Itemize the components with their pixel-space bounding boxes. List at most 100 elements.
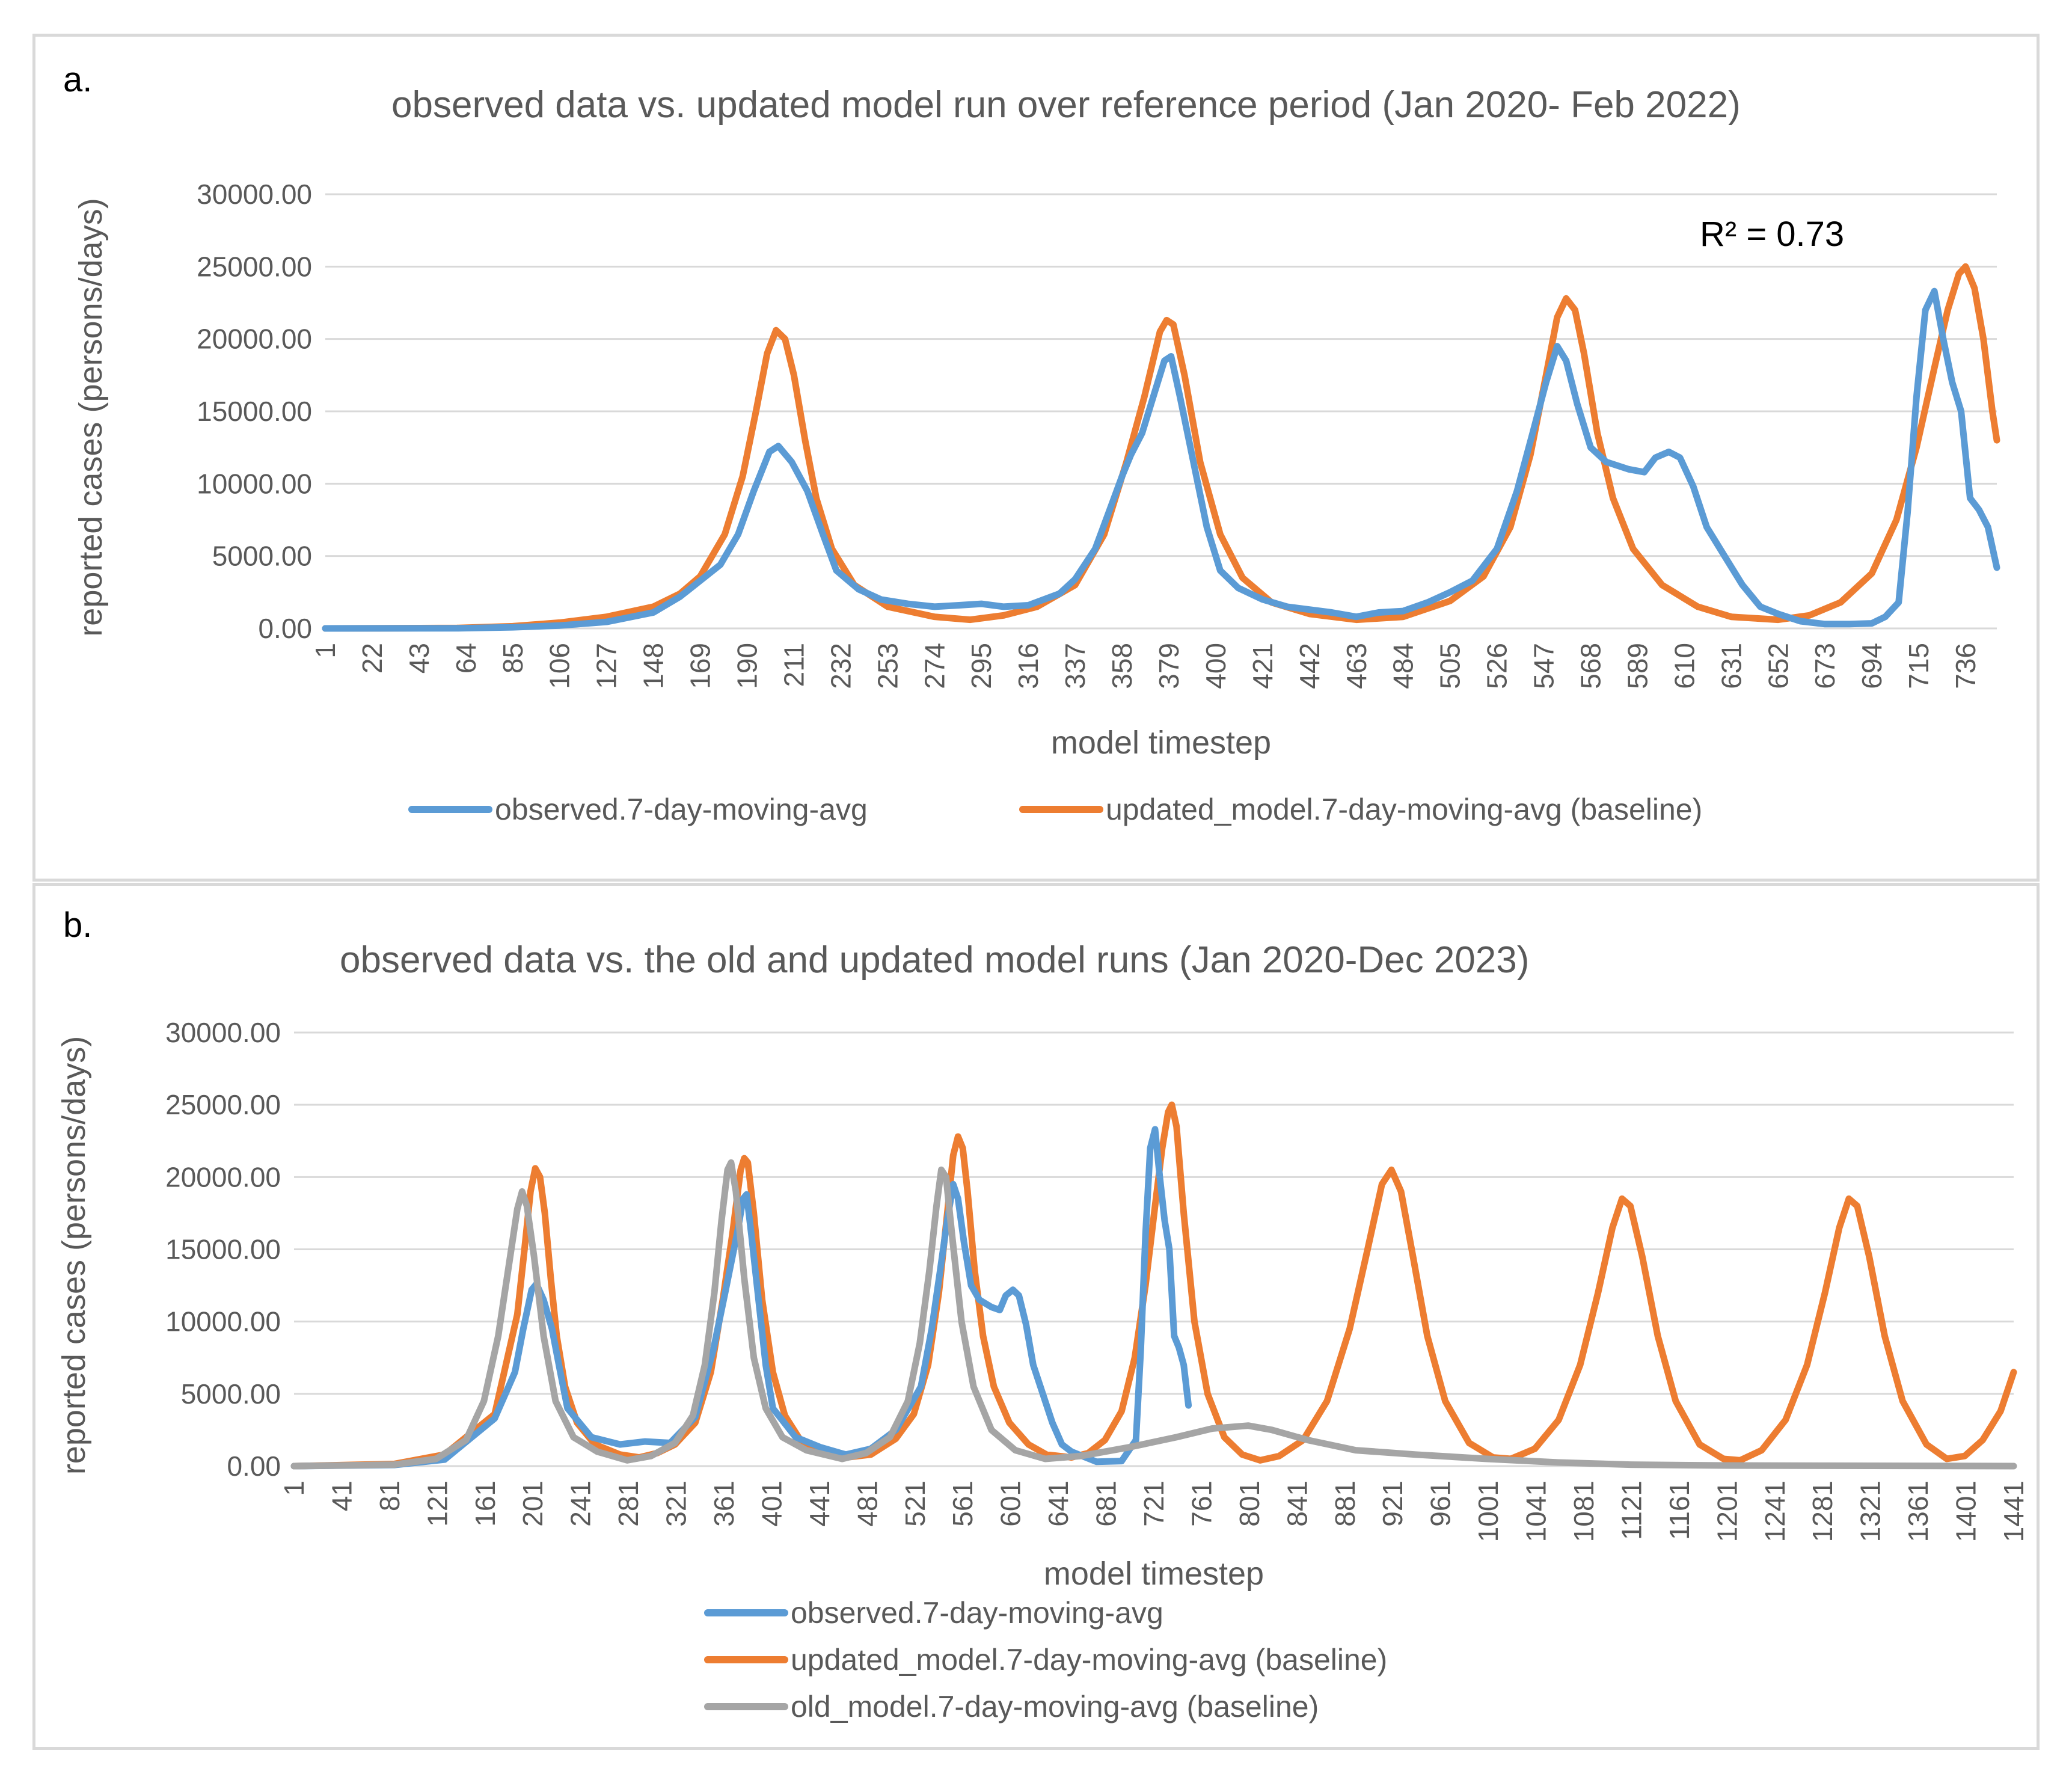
legend-label: observed.7-day-moving-avg [791, 1596, 1163, 1630]
x-tick-label: 1281 [1807, 1481, 1838, 1542]
x-tick-label: 148 [638, 643, 669, 689]
legend-swatch-updated [704, 1656, 788, 1663]
x-tick-label: 358 [1106, 643, 1138, 689]
x-tick-label: 521 [900, 1481, 931, 1527]
x-tick-label: 841 [1281, 1481, 1313, 1527]
chart-b-plot: 0.00 5000.00 10000.00 15000.00 20000.00 25000… [56, 1017, 2029, 1592]
x-tick-label: 400 [1200, 643, 1231, 689]
x-tick-label: 1 [278, 1481, 310, 1496]
x-tick-label: 801 [1234, 1481, 1265, 1527]
chart-title: observed data vs. the old and updated mo… [340, 939, 1530, 981]
x-tick-label: 1081 [1568, 1481, 1599, 1542]
x-tick-label: 1121 [1616, 1481, 1647, 1540]
x-tick-label: 1 [310, 643, 341, 658]
legend-item-updated: updated_model.7-day-moving-avg (baseline… [704, 1642, 1387, 1677]
old-model-line [290, 1159, 2017, 1470]
y-tick-label: 15000.00 [165, 1234, 281, 1265]
x-tick-label: 22 [357, 643, 388, 674]
panel-a: a. observed data vs. updated model run o… [32, 34, 2040, 882]
y-tick-label: 0.00 [258, 613, 312, 644]
x-tick-label: 43 [403, 643, 435, 674]
y-tick-label: 30000.00 [197, 179, 312, 210]
observed-line [290, 1126, 1192, 1470]
chart-a-plot: 0.00 5000.00 10000.00 15000.00 20000.00 25000… [73, 179, 2000, 761]
legend-label: updated_model.7-day-moving-avg (baseline… [791, 1643, 1388, 1677]
legend-label: old_model.7-day-moving-avg (baseline) [791, 1690, 1319, 1723]
x-tick-label: 526 [1482, 643, 1513, 689]
x-tick-label: 547 [1528, 643, 1560, 689]
x-tick-label: 127 [591, 643, 622, 689]
legend-item-observed: observed.7-day-moving-avg [408, 792, 868, 827]
x-tick-label: 761 [1186, 1481, 1217, 1527]
x-tick-label: 463 [1341, 643, 1372, 689]
x-tick-label: 881 [1329, 1481, 1361, 1527]
y-tick-label: 5000.00 [212, 541, 312, 572]
x-tick-label: 161 [470, 1481, 501, 1527]
legend-swatch-updated [1019, 806, 1103, 813]
x-tick-label: 641 [1043, 1481, 1074, 1527]
x-tick-label: 295 [966, 643, 997, 689]
legend-label: observed.7-day-moving-avg [495, 793, 868, 826]
x-tick-label: 106 [544, 643, 575, 689]
x-tick-label: 1201 [1711, 1481, 1743, 1542]
x-tick-label: 484 [1388, 643, 1419, 689]
legend-swatch-observed [408, 806, 492, 813]
x-tick-label: 441 [804, 1481, 835, 1527]
x-tick-label: 169 [685, 643, 716, 689]
x-tick-label: 241 [565, 1481, 596, 1527]
x-tick-label: 715 [1903, 643, 1934, 689]
x-tick-label: 64 [450, 643, 482, 674]
chart-title: observed data vs. updated model run over… [391, 84, 1741, 126]
x-tick-label: 321 [661, 1481, 692, 1527]
x-tick-label: 736 [1950, 643, 1981, 689]
panel-label: a. [63, 60, 93, 99]
panel-label: b. [63, 906, 93, 945]
x-tick-label: 401 [756, 1481, 787, 1527]
x-tick-label: 481 [851, 1481, 883, 1527]
x-tick-label: 281 [613, 1481, 644, 1527]
x-tick-label: 253 [872, 643, 903, 689]
x-tick-label: 1041 [1521, 1481, 1552, 1542]
x-tick-label: 610 [1669, 643, 1700, 689]
x-tick-label: 201 [517, 1481, 548, 1527]
y-tick-label: 15000.00 [197, 396, 312, 427]
legend-label: updated_model.7-day-moving-avg (baseline… [1106, 793, 1703, 826]
y-axis-title: reported cases (persons/days) [56, 1036, 92, 1475]
x-tick-label: 1361 [1902, 1481, 1934, 1542]
legend-item-updated: updated_model.7-day-moving-avg (baseline… [1019, 792, 1702, 827]
x-tick-label: 211 [778, 643, 809, 687]
x-tick-label: 41 [326, 1481, 357, 1511]
y-tick-label: 10000.00 [165, 1306, 281, 1337]
x-tick-label: 421 [1247, 643, 1278, 689]
x-tick-label: 274 [919, 643, 950, 689]
y-tick-label: 20000.00 [165, 1161, 281, 1192]
y-tick-label: 5000.00 [181, 1378, 281, 1410]
updated-model-line [322, 263, 2000, 632]
x-tick-label: 561 [947, 1481, 978, 1527]
y-tick-label: 30000.00 [165, 1017, 281, 1048]
y-axis-title: reported cases (persons/days) [73, 198, 109, 636]
y-tick-label: 25000.00 [197, 251, 312, 282]
x-tick-label: 721 [1138, 1481, 1169, 1527]
panel-b: b. observed data vs. the old and updated… [32, 883, 2040, 1750]
legend-swatch-observed [704, 1609, 788, 1616]
r-squared-annotation: R² = 0.73 [1700, 215, 1844, 254]
legend-item-observed: observed.7-day-moving-avg [704, 1595, 1163, 1630]
x-tick-label: 361 [708, 1481, 740, 1527]
x-tick-label: 505 [1435, 643, 1466, 689]
x-tick-label: 81 [374, 1481, 405, 1511]
x-axis-title: model timestep [1051, 725, 1271, 761]
x-tick-label: 673 [1809, 643, 1841, 689]
x-tick-label: 85 [497, 643, 529, 674]
x-tick-label: 121 [421, 1481, 453, 1527]
x-tick-label: 921 [1377, 1481, 1408, 1527]
x-tick-label: 1241 [1759, 1481, 1791, 1542]
x-axis-title: model timestep [1044, 1556, 1264, 1592]
x-tick-label: 694 [1856, 643, 1887, 689]
x-tick-label: 652 [1762, 643, 1794, 689]
y-tick-label: 10000.00 [197, 468, 312, 499]
observed-line [322, 287, 2000, 632]
x-tick-label: 1001 [1473, 1481, 1504, 1542]
x-tick-label: 1441 [1998, 1481, 2029, 1542]
y-tick-label: 25000.00 [165, 1089, 281, 1120]
